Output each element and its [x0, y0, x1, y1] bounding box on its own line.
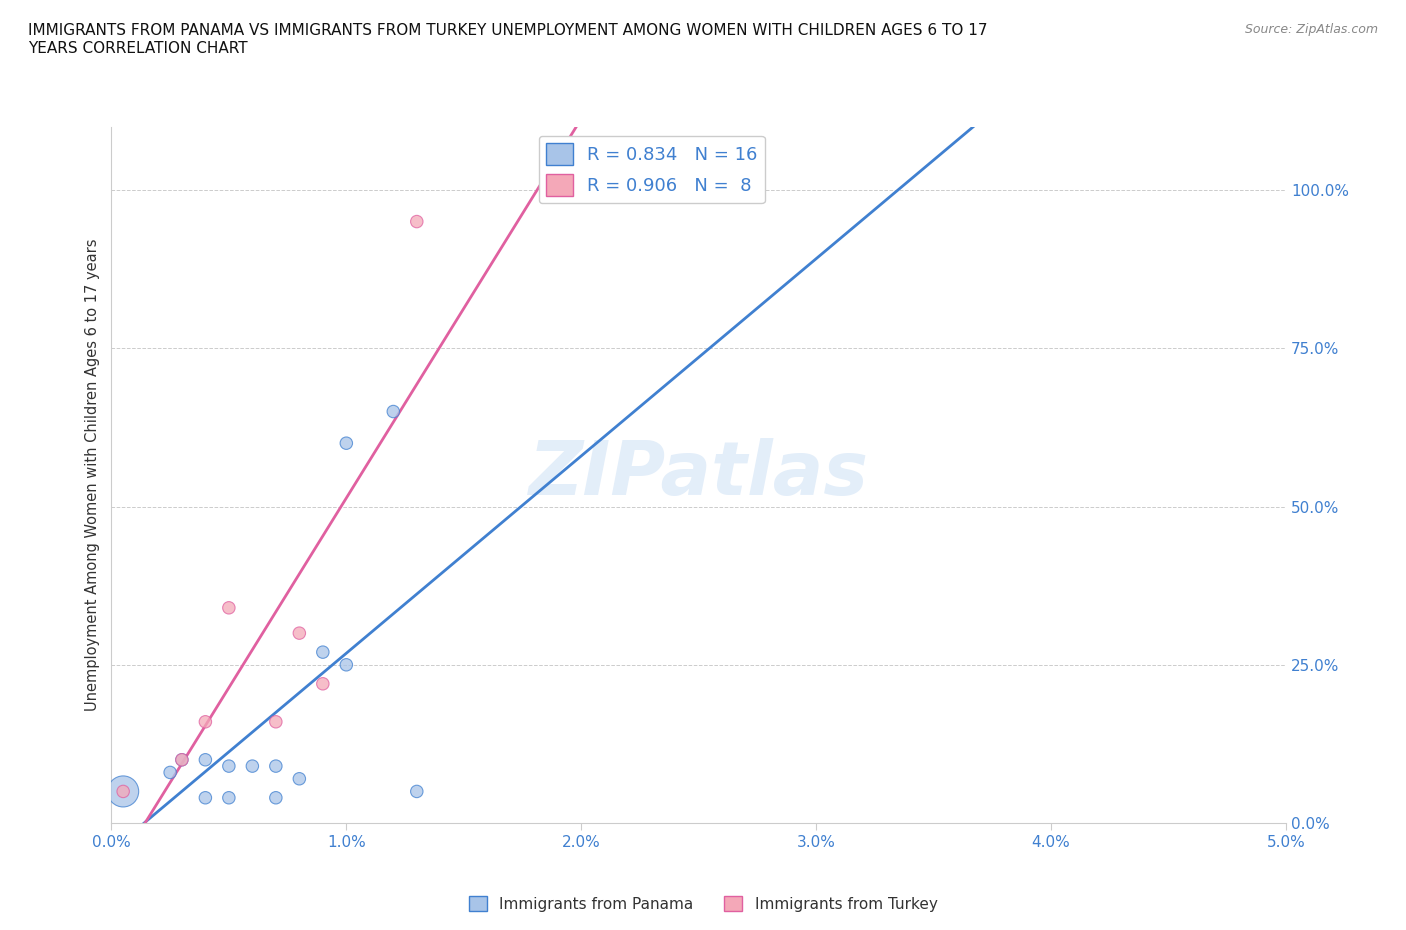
Point [194, 714, 217, 729]
Point [288, 626, 311, 641]
Point [405, 784, 427, 799]
Text: ZIPatlas: ZIPatlas [529, 438, 869, 512]
Point [382, 405, 405, 419]
Point [312, 644, 335, 659]
Point [264, 714, 287, 729]
Point [240, 759, 263, 774]
Point [170, 752, 193, 767]
Legend: R = 0.834   N = 16, R = 0.906   N =  8: R = 0.834 N = 16, R = 0.906 N = 8 [538, 136, 765, 203]
Point [159, 765, 181, 780]
Point [288, 771, 311, 786]
Point [218, 790, 240, 805]
Point [194, 752, 217, 767]
Text: Source: ZipAtlas.com: Source: ZipAtlas.com [1244, 23, 1378, 36]
Point [218, 759, 240, 774]
Point [194, 790, 217, 805]
Point [170, 752, 193, 767]
Point [112, 784, 135, 799]
Y-axis label: Unemployment Among Women with Children Ages 6 to 17 years: Unemployment Among Women with Children A… [86, 239, 100, 711]
Text: IMMIGRANTS FROM PANAMA VS IMMIGRANTS FROM TURKEY UNEMPLOYMENT AMONG WOMEN WITH C: IMMIGRANTS FROM PANAMA VS IMMIGRANTS FRO… [28, 23, 987, 56]
Point [335, 658, 357, 672]
Legend: Immigrants from Panama, Immigrants from Turkey: Immigrants from Panama, Immigrants from … [463, 889, 943, 918]
Point [264, 759, 287, 774]
Point [335, 436, 357, 451]
Point [264, 790, 287, 805]
Point [312, 676, 335, 691]
Point [405, 214, 427, 229]
Point [112, 784, 135, 799]
Point [218, 601, 240, 616]
